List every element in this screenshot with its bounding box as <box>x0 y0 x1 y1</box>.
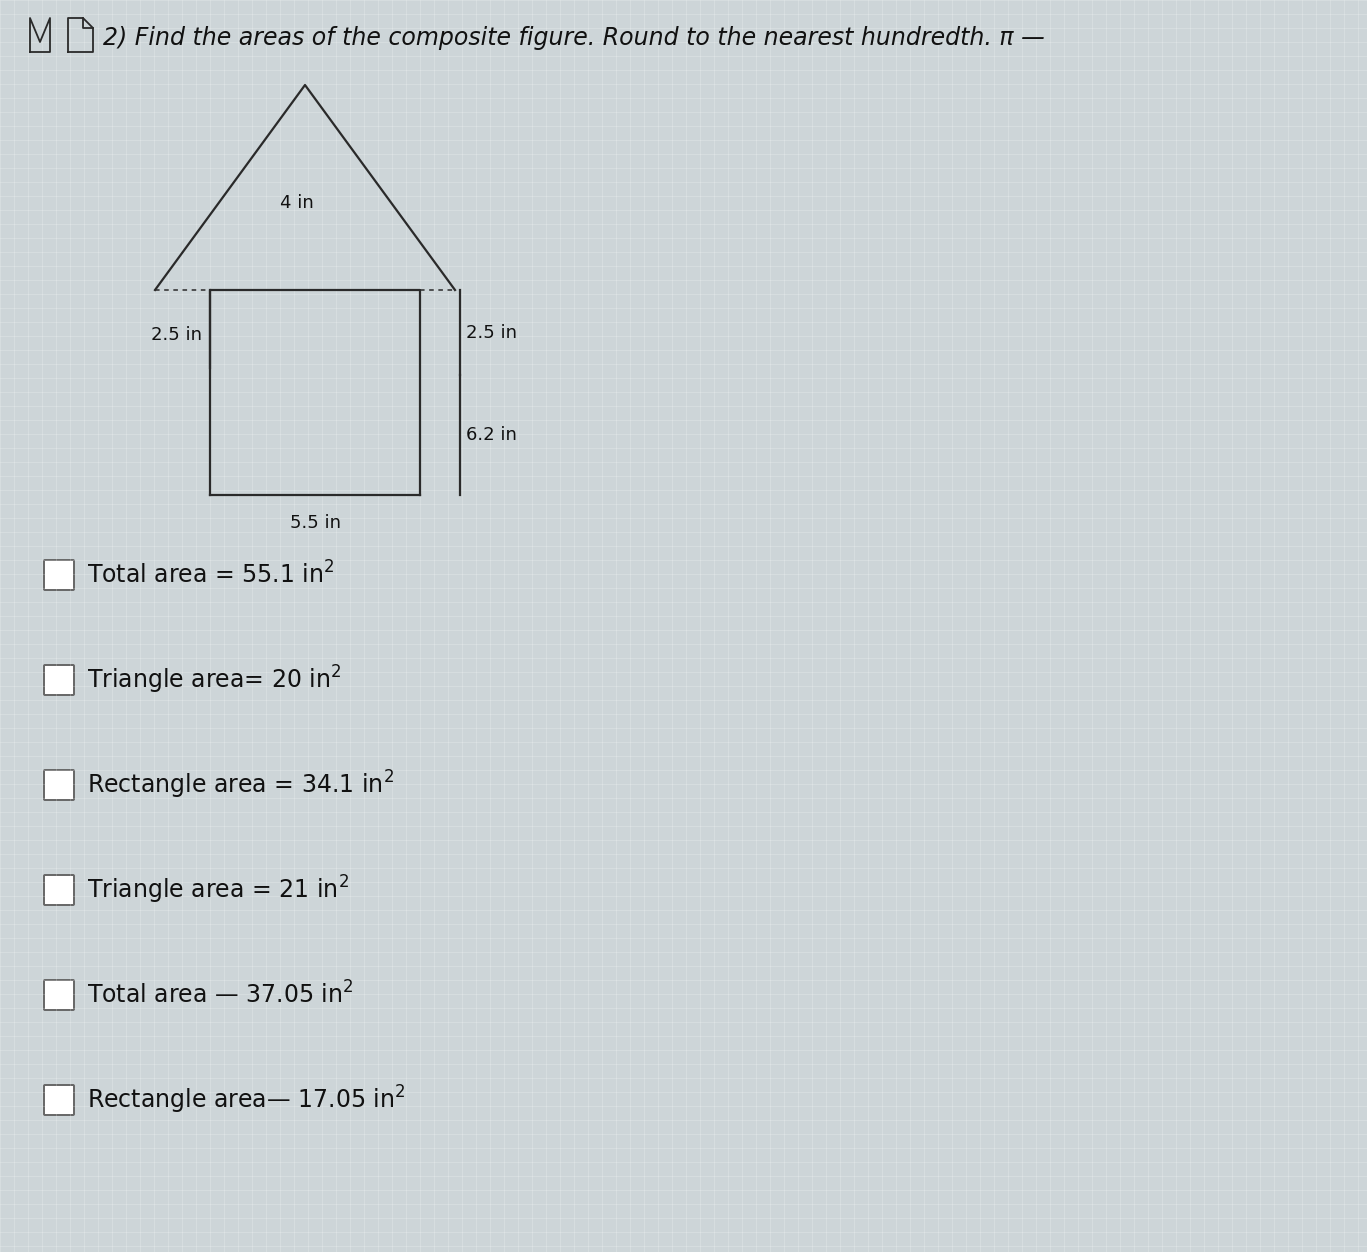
Text: 2) Find the areas of the composite figure. Round to the nearest hundredth. π —: 2) Find the areas of the composite figur… <box>103 26 1044 50</box>
FancyBboxPatch shape <box>44 980 74 1010</box>
Text: Total area — 37.05 in$^2$: Total area — 37.05 in$^2$ <box>87 982 353 1009</box>
FancyBboxPatch shape <box>44 560 74 590</box>
FancyBboxPatch shape <box>44 875 74 905</box>
Text: 6.2 in: 6.2 in <box>466 426 517 444</box>
Text: Total area = 55.1 in$^2$: Total area = 55.1 in$^2$ <box>87 561 335 588</box>
Text: 2.5 in: 2.5 in <box>466 323 517 342</box>
Text: Rectangle area = 34.1 in$^2$: Rectangle area = 34.1 in$^2$ <box>87 769 394 801</box>
FancyBboxPatch shape <box>44 1085 74 1116</box>
Text: 5.5 in: 5.5 in <box>290 515 340 532</box>
Text: 2.5 in: 2.5 in <box>150 326 202 344</box>
Text: 4 in: 4 in <box>280 194 314 212</box>
Text: Rectangle area— 17.05 in$^2$: Rectangle area— 17.05 in$^2$ <box>87 1084 406 1116</box>
FancyBboxPatch shape <box>44 665 74 695</box>
Text: Triangle area= 20 in$^2$: Triangle area= 20 in$^2$ <box>87 664 342 696</box>
Text: Triangle area = 21 in$^2$: Triangle area = 21 in$^2$ <box>87 874 349 906</box>
FancyBboxPatch shape <box>44 770 74 800</box>
